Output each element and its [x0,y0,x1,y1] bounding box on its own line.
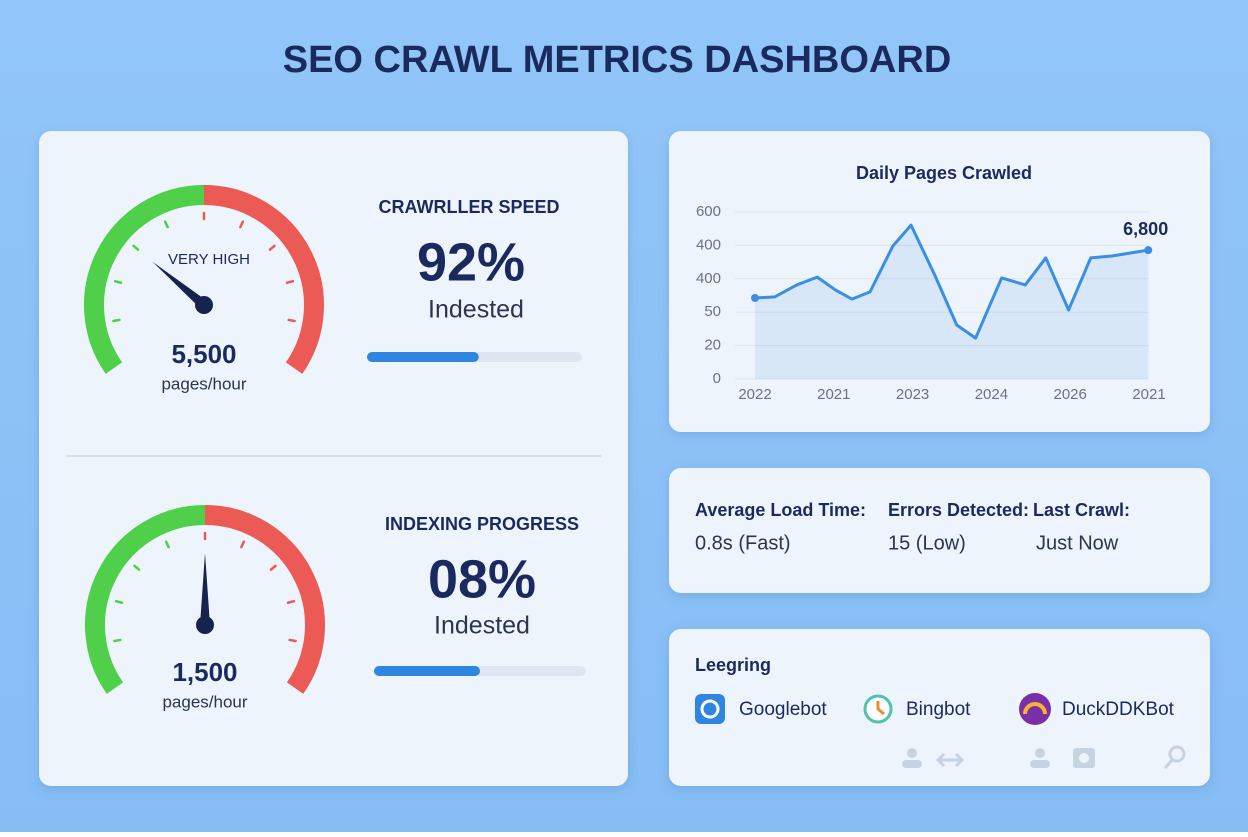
gauge-value: 5,500 [171,339,236,369]
bingbot-icon-glyph [876,701,885,716]
gauge-tick [112,318,121,323]
y-tick-label: 50 [704,303,721,320]
y-tick-label: 600 [696,203,721,220]
duckbot-icon-glyph [1023,702,1047,715]
page-title: SEO CRAWL METRICS DASHBOARD [283,39,952,81]
gauge-tick [269,564,277,571]
x-tick-label: 2022 [738,386,771,403]
gauge-zone: VERY HIGH [168,251,250,268]
gauge-tick [164,540,170,549]
gauge-card [39,131,628,786]
x-tick-label: 2021 [1132,386,1165,403]
duckbot-icon [1019,693,1051,725]
stat-value: 15 (Low) [888,532,966,554]
gauge-tick [113,279,123,284]
gauge-tick [287,318,296,323]
gauge-arc-green [85,505,206,694]
stat-label: Errors Detected: [888,500,1029,520]
googlebot-icon-glyph [700,699,720,719]
metric-value: 92% [417,232,525,292]
gauge-unit: pages/hour [162,692,247,711]
x-tick-label: 2024 [975,386,1008,403]
x-tick-label: 2026 [1054,386,1087,403]
x-tick-label: 2021 [817,386,850,403]
y-tick-label: 400 [696,270,721,287]
gauge-tick [286,599,296,604]
metric-label: CRAWRLLER SPEED [378,197,559,217]
gauge-arc-red [204,505,325,694]
stats-card [669,468,1210,593]
legend-item[interactable]: Googlebot [739,699,827,720]
toolbar-icons [902,745,1186,769]
y-tick-label: 400 [696,236,721,253]
annotation: 6,800 [1123,219,1168,239]
point [751,294,759,303]
y-tick-label: 20 [704,337,721,354]
legend-card [669,629,1210,786]
gauge-unit: pages/hour [161,374,246,393]
gauge-tick [133,564,141,571]
gauge-arc-red [203,185,324,374]
legend-item[interactable]: Bingbot [906,699,971,720]
stat-label: Average Load Time: [695,500,866,520]
legend-title: Leegring [695,655,771,675]
metric-caption: Indested [428,296,524,324]
gauges [84,185,325,694]
gauge-tick [114,599,124,604]
gauge-needle [152,261,208,309]
stat-value: Just Now [1036,532,1119,554]
gauge-tick [163,220,169,229]
gauge-needle [200,553,210,625]
gauge-tick [132,244,140,251]
gauge-tick [268,244,276,251]
metric-value: 08% [428,549,536,609]
gauge-hub [195,296,213,314]
chart-title: Daily Pages Crawled [856,163,1032,183]
y-tick-label: 0 [713,370,721,387]
googlebot-icon [695,694,725,724]
gauge-tick [239,220,245,229]
gauge-tick [288,638,297,643]
gauge-arc-green [84,185,205,374]
stat-label: Last Crawl: [1033,500,1130,520]
area [755,225,1149,379]
legend-item[interactable]: DuckDDKBot [1062,699,1175,720]
progress-fill [367,352,479,362]
metric-caption: Indested [434,612,530,640]
chart-card [669,131,1210,432]
gauge-tick [285,279,295,284]
point [1144,246,1153,255]
line-chart: 0 20 50 400 400 600 2022 2021 2023 2024 2026 2021 6,… [696,203,1168,403]
stat-value: 0.8s (Fast) [695,532,791,554]
gauge-value: 1,500 [172,657,237,687]
gauge-tick [113,638,122,643]
line [754,223,1149,340]
gauge-tick [240,540,246,549]
metric-label: INDEXING PROGRESS [385,514,579,534]
gauge-hub [196,616,214,634]
x-tick-label: 2023 [896,386,929,403]
progress-fill [374,666,480,676]
